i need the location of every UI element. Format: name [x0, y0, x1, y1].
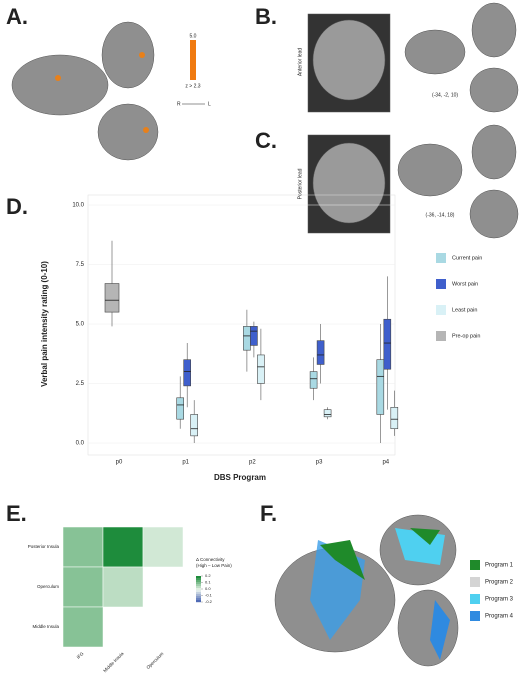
colorbar-step [196, 598, 201, 601]
orientation-l: L [208, 101, 211, 107]
legend-label: Least pain [452, 307, 477, 313]
column-label: IFG [76, 651, 85, 660]
legend-label: Program 3 [485, 597, 514, 603]
legend-swatch [470, 611, 480, 621]
x-tick-label: p3 [316, 460, 323, 466]
legend-swatch [436, 305, 446, 315]
panel-label: F. [260, 501, 277, 526]
heat-cell [102, 566, 144, 608]
heat-cell [102, 526, 144, 568]
panel-label: B. [255, 4, 277, 29]
y-tick-label: 5.0 [76, 322, 85, 328]
scale-min: z > 2.3 [185, 83, 200, 89]
heat-cell [62, 606, 104, 648]
plot-frame [87, 194, 396, 456]
y-tick-label: 7.5 [76, 262, 85, 268]
colorbar-step [196, 580, 201, 583]
coords: (-36, -14, 18) [426, 212, 455, 218]
box [309, 371, 318, 389]
box [323, 409, 332, 418]
heat-cell [62, 526, 104, 568]
legend-label: Current pain [452, 255, 482, 261]
box [190, 414, 198, 437]
legend-swatch [470, 560, 480, 570]
y-tick-label: 2.5 [76, 381, 85, 387]
legend-swatch [436, 253, 446, 263]
lead-label: Anterior lead [297, 48, 303, 77]
lead-label: Posterior lead [297, 168, 303, 199]
box [250, 326, 258, 346]
legend-label: Program 1 [485, 563, 514, 569]
row-label: Operculum [37, 584, 59, 589]
colorbar-step [196, 578, 201, 581]
y-tick-label: 0.0 [76, 441, 85, 447]
y-tick-label: 10.0 [72, 203, 84, 209]
colorbar-step [196, 576, 201, 579]
column-label: Operculum [145, 651, 164, 670]
x-tick-label: p0 [116, 460, 123, 466]
row-label: Posterior Insula [28, 544, 60, 549]
colorbar-label: -0.2 [205, 599, 213, 604]
orientation-r: R [177, 101, 181, 107]
colorbar-label: 0.2 [205, 573, 211, 578]
activation-overlays [55, 52, 450, 660]
panel-label: C. [255, 128, 277, 153]
colorbar-a [190, 40, 196, 80]
legend-swatch [436, 331, 446, 341]
box [183, 359, 191, 387]
coords: (-34, -2, 10) [432, 92, 458, 98]
scale-max: 5.0 [190, 33, 197, 39]
heat-cell [62, 566, 104, 608]
box [257, 354, 265, 384]
panel-label: E. [6, 501, 27, 526]
box [383, 318, 392, 370]
legend-swatch [470, 577, 480, 587]
colorbar-label: 0.0 [205, 586, 211, 591]
legend-swatch [436, 279, 446, 289]
x-tick-label: p1 [182, 460, 189, 466]
box [176, 397, 184, 420]
colorbar-step [196, 600, 201, 603]
colorbar-step [196, 582, 201, 585]
panel-label: D. [6, 194, 28, 219]
colorbar-step [196, 584, 201, 587]
box [316, 340, 325, 365]
x-axis-title: DBS Program [214, 473, 266, 482]
colorbar-label: 0.1 [205, 580, 211, 585]
colorbar-step [196, 594, 201, 597]
colorbar-step [196, 586, 201, 589]
legend-title: Δ Connectivity (High – Low Pain) [196, 557, 232, 568]
y-axis-title: Verbal pain intensity rating (0-10) [40, 261, 49, 387]
box [390, 406, 399, 430]
legend-label: Program 4 [485, 614, 514, 620]
legend-label: Pre-op pain [452, 333, 480, 339]
legend-label: Worst pain [452, 281, 478, 287]
colorbar-step [196, 590, 201, 593]
colorbar-step [196, 592, 201, 595]
box [243, 326, 251, 351]
x-tick-label: p2 [249, 460, 256, 466]
box [376, 359, 385, 415]
colorbar-step [196, 596, 201, 599]
heat-cell [142, 526, 184, 568]
panel-label: A. [6, 4, 28, 29]
box [104, 283, 120, 313]
legend-label: Program 2 [485, 580, 514, 586]
x-tick-label: p4 [382, 460, 389, 466]
colorbar-step [196, 588, 201, 591]
column-label: Middle Insula [102, 651, 125, 674]
legend-swatch [470, 594, 480, 604]
row-label: Middle Insula [32, 624, 59, 629]
colorbar-label: -0.1 [205, 593, 213, 598]
